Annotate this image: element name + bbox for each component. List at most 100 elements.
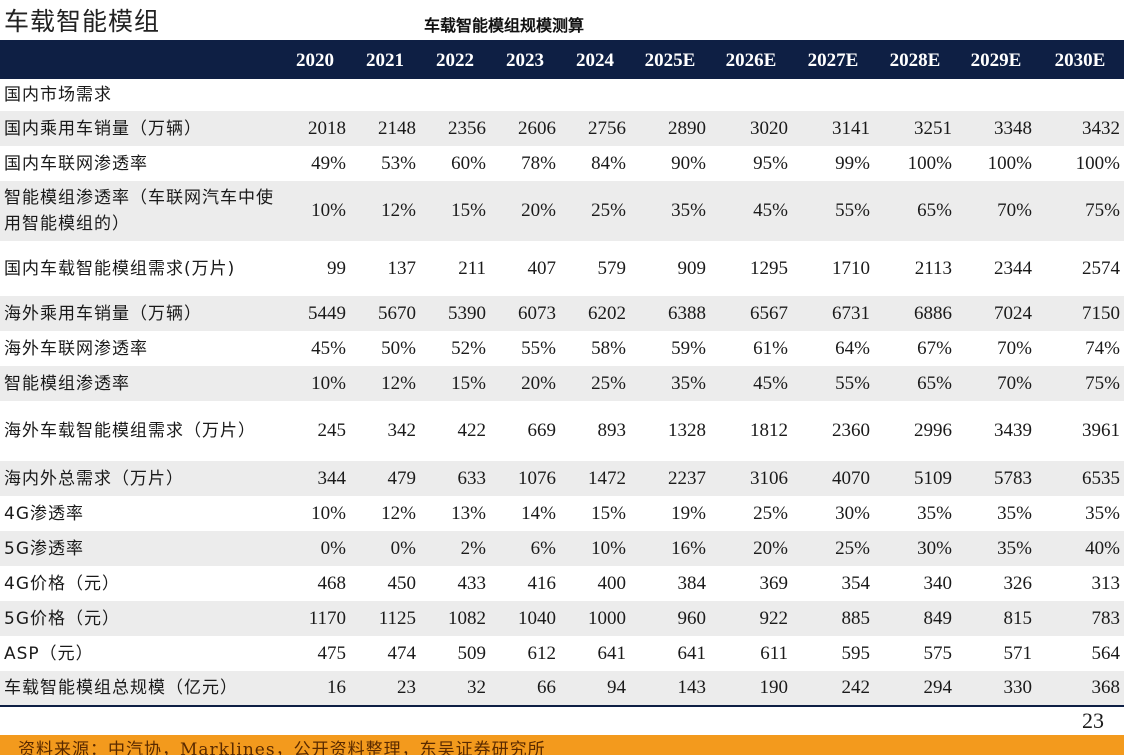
row-label: 智能模组渗透率（车联网汽车中使用智能模组的） xyxy=(4,188,274,234)
table-cell: 3348 xyxy=(994,117,1032,139)
table-cell: 1000 xyxy=(588,607,626,629)
table-cell: 45% xyxy=(753,372,788,394)
table-row: 智能模组渗透率 10% 12% 15% 20% 25% 35% 45% 55% 65% 70% 75% xyxy=(0,366,1124,401)
table-cell: 16% xyxy=(671,537,706,559)
header-year: 2025E xyxy=(644,49,696,71)
table-row: 国内车联网渗透率 49% 53% 60% 78% 84% 90% 95% 99% 100% 100%… xyxy=(0,146,1124,181)
table-cell: 35% xyxy=(917,502,952,524)
page-number: 23 xyxy=(1082,708,1104,733)
table-cell: 579 xyxy=(597,257,627,279)
header-year: 2020 xyxy=(296,49,334,71)
table-cell: 94 xyxy=(607,677,626,698)
table-cell: 35% xyxy=(671,372,706,394)
table-cell xyxy=(490,79,560,111)
table-cell: 50% xyxy=(381,337,416,359)
table-cell: 2% xyxy=(460,537,486,559)
table-cell: 509 xyxy=(457,642,487,664)
table-cell: 45% xyxy=(753,200,788,221)
table-cell: 49% xyxy=(311,152,346,174)
table-cell: 45% xyxy=(311,337,346,359)
table-cell: 25% xyxy=(753,502,788,524)
table-cell: 3439 xyxy=(994,420,1032,441)
table-cell: 294 xyxy=(923,677,953,698)
table-cell xyxy=(280,79,350,111)
row-label: 国内市场需求 xyxy=(4,85,112,105)
table-cell: 55% xyxy=(521,337,556,359)
table-cell: 2606 xyxy=(518,117,556,139)
table-cell: 90% xyxy=(671,152,706,174)
data-table: 2020 2021 2022 2023 2024 2025E 2026E 2027E 2028E… xyxy=(0,40,1124,707)
table-cell: 571 xyxy=(1003,642,1033,664)
table-cell: 59% xyxy=(671,337,706,359)
table-cell xyxy=(956,79,1036,111)
table-cell: 2756 xyxy=(588,117,626,139)
row-label: 海外车联网渗透率 xyxy=(4,338,148,359)
table-cell: 3020 xyxy=(750,117,788,139)
table-cell: 242 xyxy=(841,677,871,698)
table-cell: 5390 xyxy=(448,302,486,324)
table-cell: 1295 xyxy=(750,257,788,279)
table-cell: 7150 xyxy=(1082,302,1120,324)
table-cell xyxy=(560,79,630,111)
table-cell: 99% xyxy=(835,152,870,174)
table-cell: 16 xyxy=(327,677,346,698)
row-label: 海内外总需求（万片） xyxy=(4,468,184,489)
table-cell: 19% xyxy=(671,502,706,524)
table-cell: 245 xyxy=(317,420,347,441)
table-cell: 1170 xyxy=(308,607,346,629)
table-cell: 5783 xyxy=(994,467,1032,489)
table-cell: 67% xyxy=(917,337,952,359)
table-cell: 10% xyxy=(591,537,626,559)
table-cell: 3106 xyxy=(750,467,788,489)
table-row: 海内外总需求（万片） 344 479 633 1076 1472 2237 3106 4070 5… xyxy=(0,461,1124,496)
table-cell: 0% xyxy=(390,537,416,559)
table-cell: 612 xyxy=(527,642,557,664)
table-cell: 475 xyxy=(317,642,347,664)
table-header-row: 2020 2021 2022 2023 2024 2025E 2026E 2027E 2028E… xyxy=(0,41,1124,79)
table-cell: 100% xyxy=(907,152,952,174)
table-cell: 3961 xyxy=(1082,420,1120,441)
table-cell: 35% xyxy=(997,537,1032,559)
table-cell: 15% xyxy=(451,372,486,394)
table-cell: 3141 xyxy=(832,117,870,139)
table-cell: 10% xyxy=(311,502,346,524)
table-cell: 25% xyxy=(591,200,626,221)
header-year: 2026E xyxy=(725,49,777,71)
table-cell: 422 xyxy=(457,420,487,441)
table-cell: 6388 xyxy=(668,302,706,324)
table-cell: 61% xyxy=(753,337,788,359)
table-cell: 416 xyxy=(527,572,557,594)
table-cell: 12% xyxy=(381,502,416,524)
table-cell xyxy=(874,79,956,111)
table-cell: 1710 xyxy=(832,257,870,279)
table-cell: 783 xyxy=(1091,607,1121,629)
table-cell: 2237 xyxy=(668,467,706,489)
table-cell: 20% xyxy=(521,200,556,221)
table-cell: 55% xyxy=(835,200,870,221)
table-cell: 611 xyxy=(760,642,788,664)
table-cell: 20% xyxy=(753,537,788,559)
table-cell: 35% xyxy=(997,502,1032,524)
table-cell: 2113 xyxy=(914,257,952,279)
table-cell: 893 xyxy=(597,420,627,441)
table-cell: 5449 xyxy=(308,302,346,324)
table-cell: 1040 xyxy=(518,607,556,629)
table-cell: 1076 xyxy=(518,467,556,489)
table-cell: 641 xyxy=(677,642,707,664)
table-cell: 12% xyxy=(381,372,416,394)
table-cell: 100% xyxy=(987,152,1032,174)
table-cell: 40% xyxy=(1085,537,1120,559)
table-cell: 75% xyxy=(1085,372,1120,394)
table-cell: 15% xyxy=(591,502,626,524)
table-cell xyxy=(420,79,490,111)
table-cell: 55% xyxy=(835,372,870,394)
table-cell: 407 xyxy=(527,257,557,279)
header-year: 2028E xyxy=(889,49,941,71)
table-cell: 100% xyxy=(1075,152,1120,174)
table-cell: 70% xyxy=(997,372,1032,394)
table-cell: 641 xyxy=(597,642,627,664)
table-cell: 137 xyxy=(387,257,417,279)
row-label: 5G渗透率 xyxy=(4,538,84,559)
table-cell xyxy=(792,79,874,111)
table-cell: 6567 xyxy=(750,302,788,324)
